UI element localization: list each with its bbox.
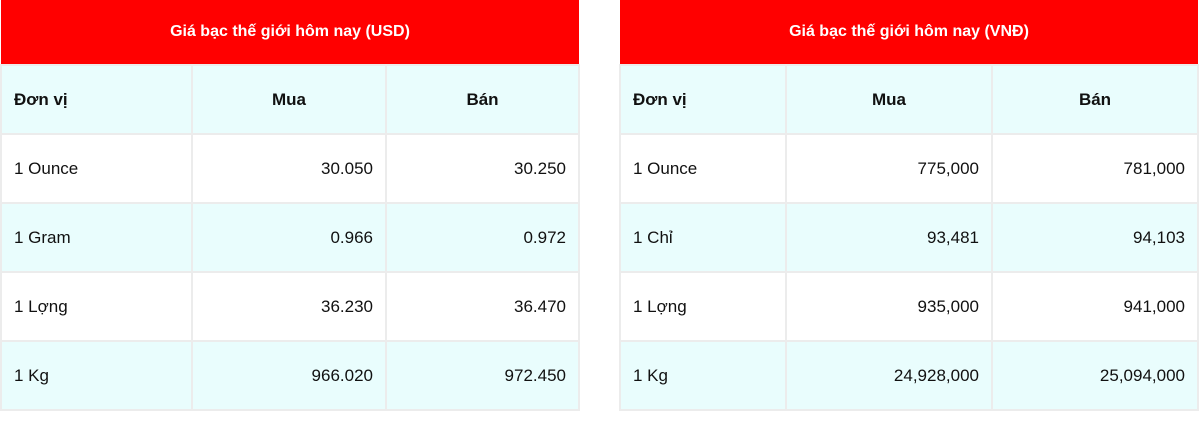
table-row: 1 Chỉ 93,481 94,103 xyxy=(619,202,1199,273)
sell-cell: 30.250 xyxy=(385,133,580,204)
unit-cell: 1 Ounce xyxy=(619,133,787,204)
buy-cell: 30.050 xyxy=(191,133,387,204)
header-row: Đơn vị Mua Bán xyxy=(619,64,1199,135)
col-buy: Mua xyxy=(191,64,387,135)
col-buy: Mua xyxy=(785,64,993,135)
vnd-price-table: Giá bạc thế giới hôm nay (VNĐ) Đơn vị Mu… xyxy=(619,0,1199,411)
buy-cell: 93,481 xyxy=(785,202,993,273)
unit-cell: 1 Ounce xyxy=(0,133,193,204)
table-row: 1 Ounce 30.050 30.250 xyxy=(0,133,580,204)
table-row: 1 Gram 0.966 0.972 xyxy=(0,202,580,273)
sell-cell: 36.470 xyxy=(385,271,580,342)
sell-cell: 25,094,000 xyxy=(991,340,1199,411)
sell-cell: 781,000 xyxy=(991,133,1199,204)
header-row: Đơn vị Mua Bán xyxy=(0,64,580,135)
unit-cell: 1 Kg xyxy=(0,340,193,411)
col-sell: Bán xyxy=(385,64,580,135)
sell-cell: 94,103 xyxy=(991,202,1199,273)
table-row: 1 Kg 966.020 972.450 xyxy=(0,340,580,411)
table-row: 1 Lợng 36.230 36.470 xyxy=(0,271,580,342)
usd-price-table: Giá bạc thế giới hôm nay (USD) Đơn vị Mu… xyxy=(0,0,580,411)
table-title: Giá bạc thế giới hôm nay (VNĐ) xyxy=(620,0,1198,65)
table-title: Giá bạc thế giới hôm nay (USD) xyxy=(1,0,579,65)
col-unit: Đơn vị xyxy=(0,64,193,135)
sell-cell: 941,000 xyxy=(991,271,1199,342)
table-row: 1 Lợng 935,000 941,000 xyxy=(619,271,1199,342)
sell-cell: 972.450 xyxy=(385,340,580,411)
sell-cell: 0.972 xyxy=(385,202,580,273)
unit-cell: 1 Kg xyxy=(619,340,787,411)
unit-cell: 1 Lợng xyxy=(0,271,193,342)
table-row: 1 Ounce 775,000 781,000 xyxy=(619,133,1199,204)
buy-cell: 0.966 xyxy=(191,202,387,273)
buy-cell: 36.230 xyxy=(191,271,387,342)
unit-cell: 1 Gram xyxy=(0,202,193,273)
buy-cell: 24,928,000 xyxy=(785,340,993,411)
buy-cell: 935,000 xyxy=(785,271,993,342)
unit-cell: 1 Lợng xyxy=(619,271,787,342)
buy-cell: 775,000 xyxy=(785,133,993,204)
col-sell: Bán xyxy=(991,64,1199,135)
unit-cell: 1 Chỉ xyxy=(619,202,787,273)
table-row: 1 Kg 24,928,000 25,094,000 xyxy=(619,340,1199,411)
col-unit: Đơn vị xyxy=(619,64,787,135)
buy-cell: 966.020 xyxy=(191,340,387,411)
